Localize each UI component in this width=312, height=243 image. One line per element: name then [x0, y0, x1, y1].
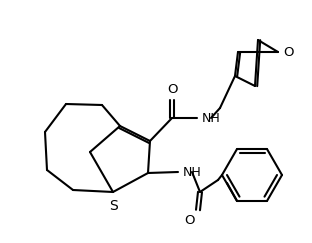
- Text: O: O: [167, 83, 177, 96]
- Text: NH: NH: [183, 165, 202, 179]
- Text: NH: NH: [202, 112, 221, 124]
- Text: O: O: [283, 45, 294, 59]
- Text: S: S: [109, 199, 117, 213]
- Text: O: O: [184, 214, 195, 227]
